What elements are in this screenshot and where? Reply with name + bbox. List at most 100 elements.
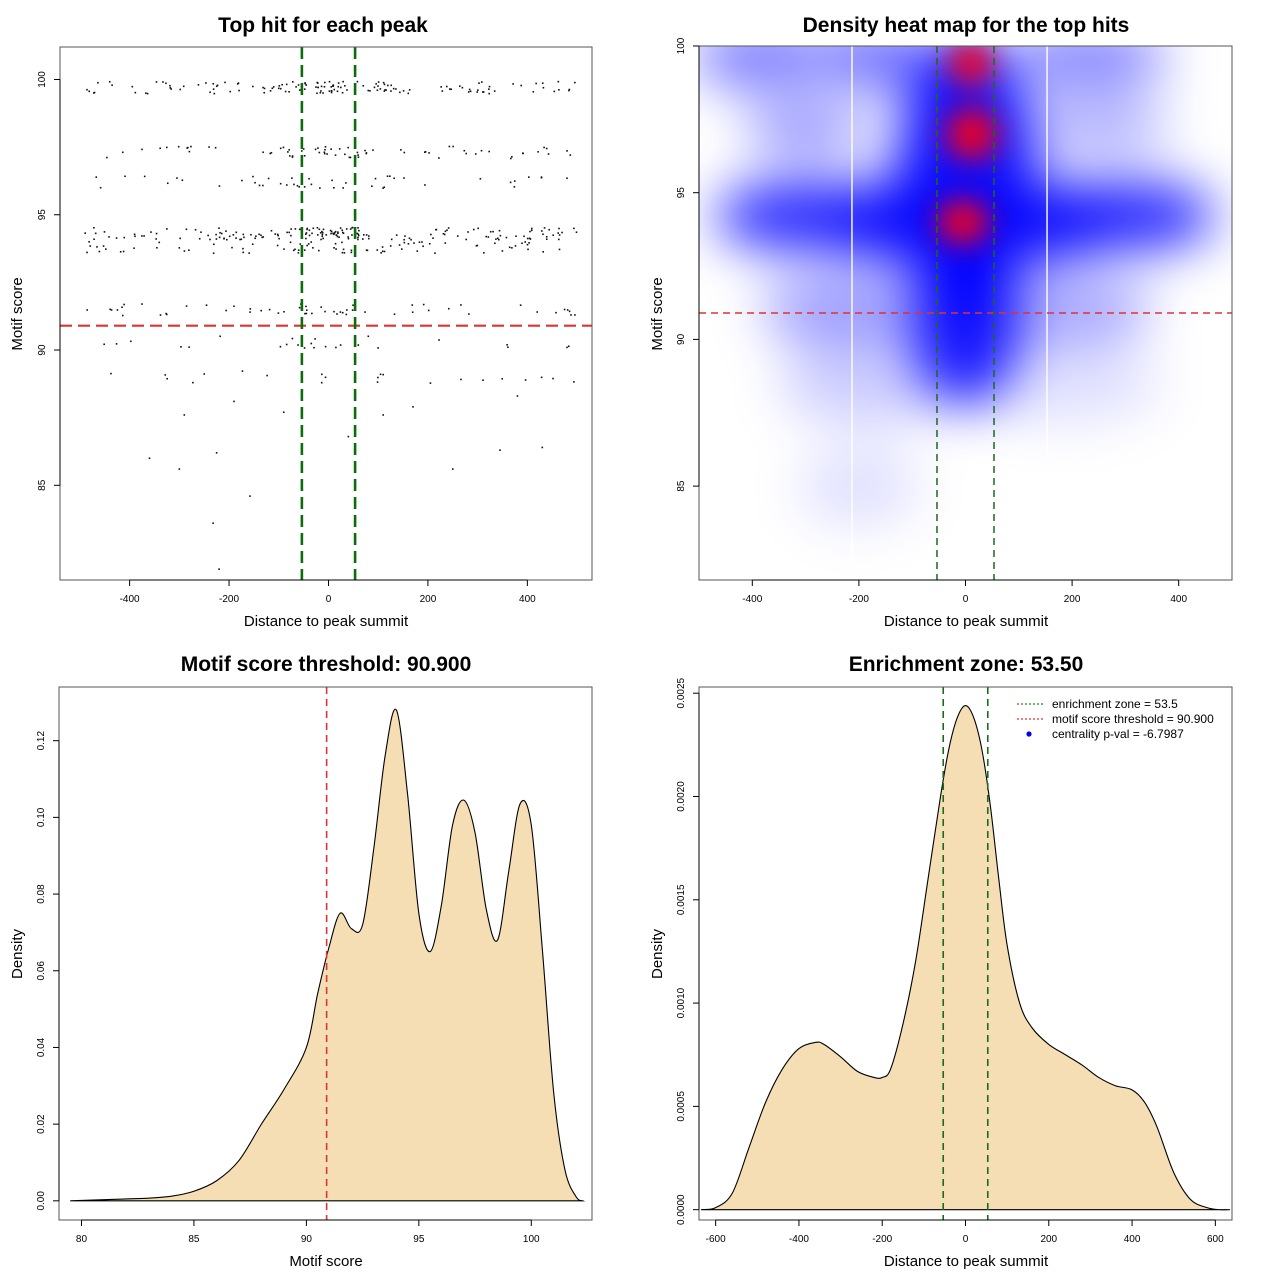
x-tick-label: -200: [219, 594, 239, 605]
scatter-point: [218, 185, 221, 187]
legend-label-centrality: centrality p-val = -6.7987: [1052, 727, 1184, 741]
scatter-point: [108, 236, 110, 238]
scatter-point: [416, 250, 419, 252]
scatter-point: [444, 242, 447, 244]
scatter-point: [344, 153, 346, 156]
scatter-point: [218, 568, 220, 570]
scatter-point: [291, 177, 293, 179]
y-tick-label: 0.00: [36, 1191, 47, 1211]
scatter-point: [513, 180, 516, 182]
scatter-point: [332, 232, 335, 235]
scatter-point: [543, 146, 545, 149]
scatter-point: [316, 92, 318, 95]
scatter-point: [460, 378, 462, 381]
scatter-point: [304, 233, 307, 235]
scatter-point: [442, 232, 445, 235]
scatter-point: [242, 247, 244, 250]
scatter-point: [557, 238, 560, 241]
scatter-point: [226, 238, 228, 241]
scatter-point: [262, 151, 264, 154]
scatter-point: [131, 85, 134, 88]
scatter-point: [241, 370, 244, 372]
scatter-point: [524, 379, 527, 381]
scatter-point: [314, 148, 317, 151]
scatter-point: [325, 234, 328, 236]
scatter-point: [267, 177, 270, 180]
scatter-point: [477, 227, 479, 230]
scatter-point: [508, 246, 511, 249]
scatter-point: [506, 344, 508, 346]
scatter-point: [228, 235, 231, 238]
scatter-point: [566, 309, 569, 311]
scatter-point: [98, 250, 101, 253]
scatter-point: [515, 235, 517, 237]
scatter-point: [371, 185, 373, 187]
scatter-point: [294, 248, 296, 251]
scatter-point: [320, 381, 323, 384]
heatmap-x-axis: -400 -200 0 200 400: [742, 579, 1187, 605]
scatter-point: [306, 244, 308, 247]
scatter-point: [475, 245, 478, 247]
scatter-point: [411, 304, 414, 306]
heat-blob: [992, 275, 1153, 346]
scatter-point: [435, 228, 438, 231]
scatter-point: [303, 347, 306, 349]
scatter-point: [285, 343, 288, 346]
scatter-point: [390, 84, 393, 87]
scatter-point: [478, 82, 480, 84]
scatter-point: [109, 308, 111, 311]
scatter-point: [573, 227, 575, 230]
scatter-point: [192, 381, 194, 384]
scatter-point: [242, 233, 245, 236]
scatter-point: [276, 233, 279, 236]
scatter-point: [279, 147, 282, 150]
scatter-point: [99, 186, 102, 189]
scatter-point: [133, 247, 135, 249]
scatter-point: [343, 252, 346, 254]
scatter-point: [365, 152, 368, 155]
scatter-point: [334, 242, 337, 245]
scatter-point: [463, 149, 466, 152]
scatter-point: [568, 89, 570, 92]
scatter-point: [511, 156, 513, 158]
scatter-point: [305, 305, 307, 308]
scatter-point: [93, 226, 95, 229]
scatter-point: [520, 84, 523, 87]
scatter-point: [274, 233, 277, 235]
scatter-point: [362, 234, 365, 236]
scatter-point: [408, 237, 411, 240]
scatter-point: [290, 234, 292, 237]
scatter-point: [271, 87, 274, 90]
scatter-point: [385, 89, 387, 91]
scatter-point: [187, 146, 189, 149]
scatter-point: [339, 311, 342, 313]
scatter-point: [380, 252, 382, 254]
scatter-point: [341, 311, 344, 314]
scatter-point: [383, 90, 386, 92]
scatter-point: [467, 91, 470, 93]
scatter-point: [383, 186, 386, 189]
legend-label-threshold: motif score threshold = 90.900: [1052, 712, 1214, 726]
x-tick-label: -200: [849, 594, 869, 605]
scatter-point: [558, 227, 560, 230]
scatter-point: [155, 238, 157, 240]
scatter-point: [317, 147, 319, 149]
scatter-point: [447, 227, 450, 229]
scatter-point: [365, 234, 368, 236]
scatter-point: [356, 80, 359, 83]
scatter-point: [509, 181, 512, 184]
scatter-point: [514, 245, 517, 247]
scatter-point: [252, 85, 254, 88]
scatter-point: [390, 90, 392, 92]
scatter-point: [545, 238, 548, 240]
heatmap-y-label: Motif score: [649, 277, 666, 350]
scatter-point: [205, 304, 208, 306]
scatter-point: [316, 82, 319, 84]
scatter-point: [488, 92, 491, 95]
scatter-point: [402, 90, 405, 92]
scatter-point: [282, 146, 285, 149]
scatter-point: [526, 237, 529, 240]
scatter-point: [320, 85, 323, 88]
scatter-point: [165, 313, 168, 316]
scatter-point: [362, 238, 364, 240]
